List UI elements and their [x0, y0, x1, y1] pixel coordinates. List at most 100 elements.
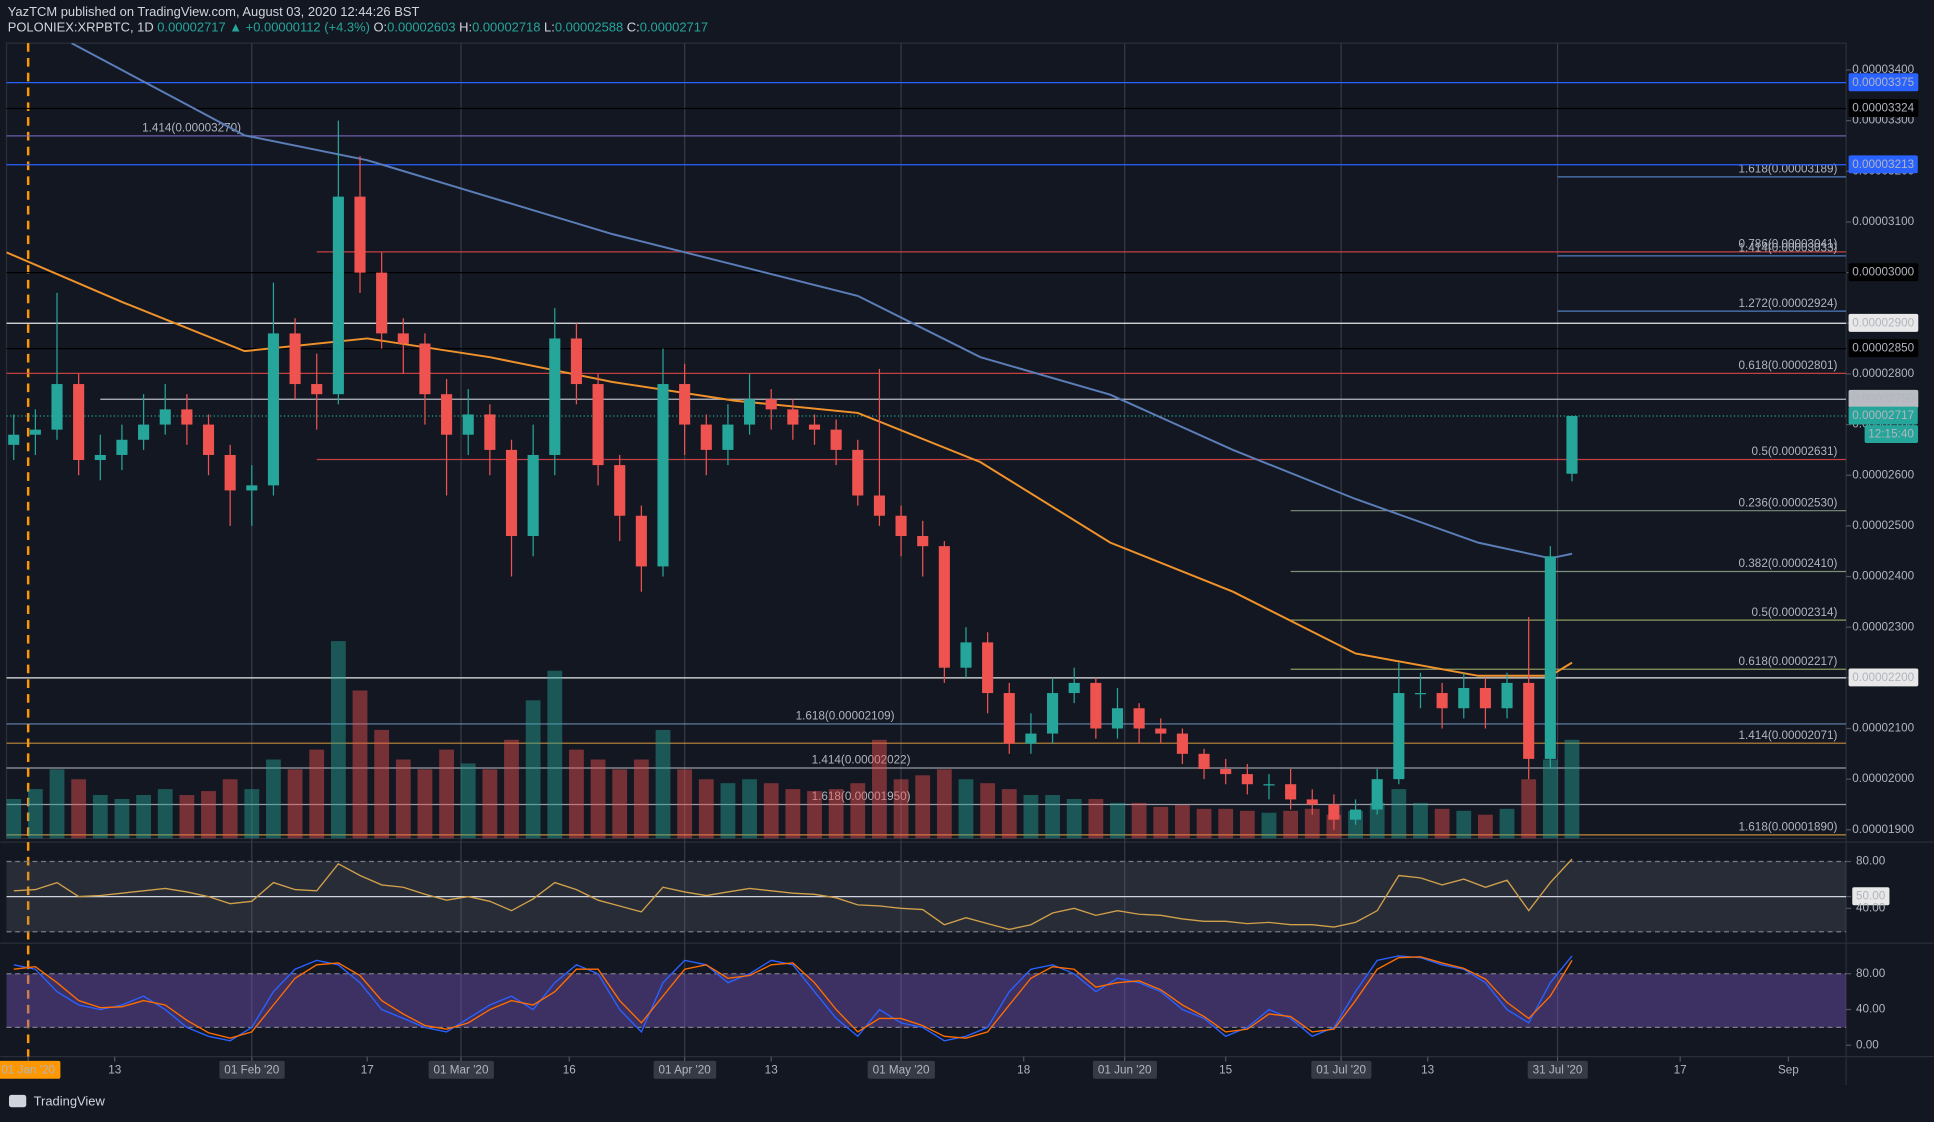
volume-bar	[958, 779, 974, 839]
y-tick-label: 50.00	[1856, 890, 1886, 903]
level-label: 0.5(0.00002314)	[1752, 606, 1838, 619]
x-tick-label: 01 Jul '20	[1316, 1063, 1366, 1076]
label-box	[1311, 1060, 1372, 1079]
volume-bar	[1564, 739, 1580, 839]
candle-body	[873, 495, 885, 516]
volume-bar	[936, 769, 952, 839]
x-tick-label: 01 Feb '20	[224, 1063, 279, 1076]
volume-bar	[612, 769, 628, 839]
level-label: 0.382(0.00002410)	[1739, 557, 1838, 570]
volume-bar	[1391, 789, 1407, 839]
y-tick-label: 0.00002000	[1852, 772, 1914, 785]
x-tick-label: 15	[1219, 1063, 1233, 1076]
volume-bar	[1521, 779, 1537, 839]
volume-bar	[1369, 802, 1385, 839]
volume-bar	[114, 798, 130, 839]
label-box	[1848, 668, 1919, 687]
x-tick-label: 01 Jan '20	[1, 1063, 55, 1076]
candle-body	[1003, 693, 1015, 744]
candle-body	[1436, 693, 1448, 709]
candle-body	[1371, 779, 1383, 810]
volume-bar	[1456, 810, 1472, 839]
indicators	[13, 858, 1573, 1042]
candle-body	[246, 485, 258, 491]
x-tick-label: 18	[1017, 1063, 1030, 1076]
x-tick-label: 01 Jun '20	[1098, 1063, 1152, 1076]
level-label: 1.272(0.00002924)	[1739, 297, 1838, 310]
candle-body	[94, 454, 106, 461]
candle-body	[592, 384, 604, 466]
candle-body	[73, 384, 85, 461]
price-box-label: 0.00003324	[1852, 102, 1914, 115]
label-box	[1848, 263, 1919, 282]
volume-bar	[1434, 808, 1450, 839]
candle-body	[1285, 784, 1297, 800]
candle-body	[982, 642, 994, 694]
volume-bar	[915, 775, 931, 839]
volume-bar	[569, 749, 584, 839]
logo-icon	[8, 1094, 27, 1108]
price-box-label: 0.00002200	[1852, 671, 1914, 684]
label-box	[219, 1060, 285, 1079]
candle-body	[462, 414, 474, 435]
candle-body	[159, 409, 171, 425]
candle-body	[614, 465, 626, 516]
price-box-label: 0.00003213	[1852, 158, 1914, 171]
label-box	[653, 1060, 717, 1079]
label-box	[1848, 339, 1919, 358]
candle-body	[1090, 682, 1102, 729]
volume-bar	[1261, 812, 1277, 839]
volume-bar	[352, 690, 368, 839]
x-tick-label: 01 May '20	[873, 1063, 930, 1076]
volume-bar	[850, 783, 866, 839]
vertical-grid	[26, 43, 1559, 1057]
x-tick-label: 01 Mar '20	[434, 1063, 489, 1076]
label-box	[428, 1060, 494, 1079]
symbol-line: POLONIEX:XRPBTC, 1D 0.00002717 ▲ +0.0000…	[8, 20, 708, 35]
ohlc-value: 0.00002588	[555, 20, 623, 35]
candle-body	[202, 424, 215, 455]
last-price: 0.00002717	[157, 20, 225, 35]
volume-bar	[655, 729, 671, 839]
volume-bar	[1499, 808, 1515, 839]
volume-bar	[504, 739, 519, 839]
volume-bar	[763, 783, 779, 839]
candle-body	[505, 449, 518, 537]
volume-bar	[872, 739, 887, 839]
volume-bar	[1001, 789, 1017, 839]
volume-bar	[1066, 798, 1082, 839]
candle-body	[1458, 687, 1470, 709]
x-tick-label: 16	[563, 1063, 576, 1076]
volume-bar	[266, 759, 281, 839]
volume-bar	[1283, 810, 1299, 839]
change: ▲ +0.00000112 (+4.3%)	[229, 20, 370, 35]
indicator-line	[13, 955, 1573, 1042]
y-tick-label: 0.00002300	[1852, 620, 1914, 633]
label-box	[1864, 425, 1919, 444]
candle-body	[1479, 687, 1491, 709]
y-tick-label: 0.00002100	[1852, 722, 1914, 735]
volume-bar	[742, 779, 757, 839]
volume-bar	[1131, 802, 1147, 839]
candle-body	[1566, 415, 1578, 474]
candle-body	[635, 515, 647, 567]
candle-body	[1414, 693, 1427, 695]
volume-bar	[49, 769, 65, 839]
candle-body	[744, 399, 756, 425]
candle-body	[116, 439, 128, 455]
volume-bar	[1110, 802, 1125, 839]
candle-body	[419, 343, 431, 395]
candle-body	[1198, 753, 1210, 770]
candle-body	[700, 424, 712, 450]
candle-body	[787, 409, 799, 425]
volume-bar	[395, 759, 411, 839]
y-tick-label: 0.00	[1856, 1038, 1879, 1051]
volume-bar	[179, 795, 195, 839]
candle-body	[138, 424, 150, 440]
y-tick-label: 80.00	[1856, 967, 1886, 980]
candle-body	[722, 424, 734, 450]
countdown: 12:15:40	[1868, 428, 1914, 441]
volume-bar	[1478, 814, 1493, 839]
candle-body	[1350, 809, 1362, 820]
